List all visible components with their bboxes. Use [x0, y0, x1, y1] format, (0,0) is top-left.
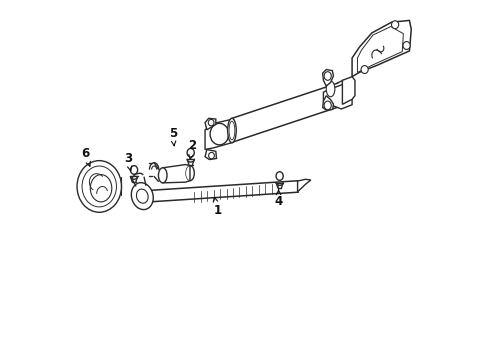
Ellipse shape	[131, 183, 153, 210]
Ellipse shape	[324, 72, 330, 80]
Ellipse shape	[208, 152, 214, 159]
Polygon shape	[297, 179, 310, 192]
Ellipse shape	[158, 168, 167, 183]
Ellipse shape	[90, 175, 112, 202]
Ellipse shape	[391, 21, 398, 29]
Polygon shape	[204, 149, 216, 159]
Text: 3: 3	[123, 152, 132, 171]
Ellipse shape	[187, 148, 194, 157]
Ellipse shape	[402, 41, 409, 49]
Polygon shape	[163, 165, 190, 183]
Polygon shape	[351, 21, 410, 77]
Text: 2: 2	[188, 139, 196, 159]
Polygon shape	[357, 27, 403, 72]
Ellipse shape	[324, 101, 330, 110]
Ellipse shape	[208, 120, 214, 126]
Text: 4: 4	[274, 189, 282, 208]
Ellipse shape	[82, 166, 116, 207]
Ellipse shape	[325, 81, 334, 97]
Ellipse shape	[210, 123, 228, 145]
Ellipse shape	[228, 121, 234, 140]
Ellipse shape	[130, 166, 137, 174]
Polygon shape	[342, 77, 354, 104]
Ellipse shape	[227, 118, 236, 143]
Text: 6: 6	[81, 147, 90, 166]
Ellipse shape	[136, 189, 148, 203]
Polygon shape	[322, 96, 333, 111]
Text: 1: 1	[213, 197, 221, 217]
Ellipse shape	[360, 66, 367, 73]
Polygon shape	[204, 118, 215, 130]
Ellipse shape	[276, 172, 283, 180]
Text: 5: 5	[168, 127, 177, 146]
Polygon shape	[323, 77, 351, 109]
Polygon shape	[322, 69, 333, 86]
Ellipse shape	[77, 161, 121, 212]
Polygon shape	[204, 119, 233, 149]
